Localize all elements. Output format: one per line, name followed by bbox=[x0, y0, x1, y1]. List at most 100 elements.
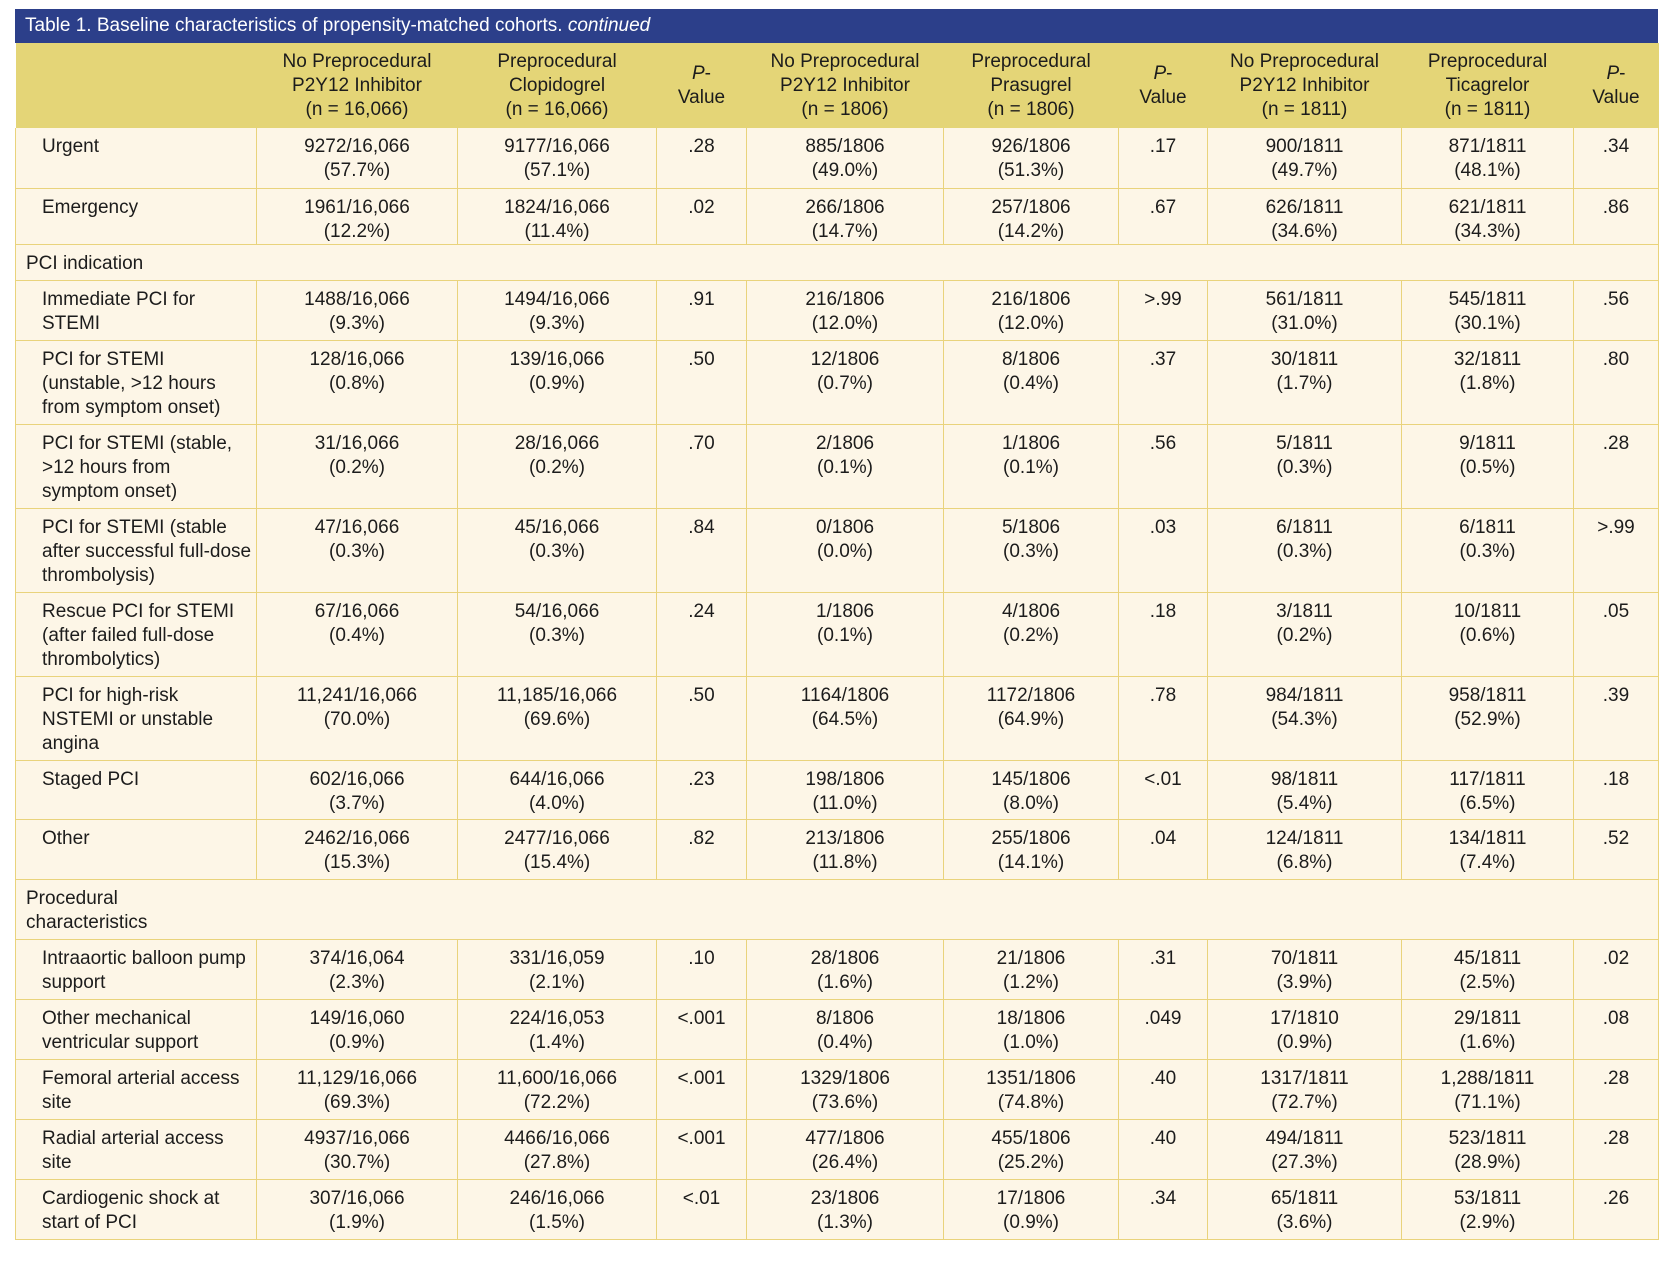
data-cell: 621/1811 (34.3%) bbox=[1401, 187, 1574, 245]
p-value-cell: .23 bbox=[656, 759, 747, 820]
p-value-cell: .80 bbox=[1573, 339, 1659, 425]
p-value-cell: .39 bbox=[1573, 675, 1659, 761]
p-value-cell: .26 bbox=[1573, 1178, 1659, 1240]
data-cell: 455/1806 (25.2%) bbox=[943, 1118, 1119, 1180]
data-cell: 6/1811 (0.3%) bbox=[1401, 507, 1574, 593]
data-cell: 65/1811 (3.6%) bbox=[1207, 1178, 1402, 1240]
data-cell: 1164/1806 (64.5%) bbox=[746, 675, 944, 761]
p-value-cell: .70 bbox=[656, 423, 747, 509]
data-cell: 21/1806 (1.2%) bbox=[943, 938, 1119, 1000]
table-title-main: Table 1. Baseline characteristics of pro… bbox=[25, 15, 563, 36]
data-cell: 1494/16,066 (9.3%) bbox=[457, 279, 657, 341]
data-cell: 602/16,066 (3.7%) bbox=[256, 759, 458, 820]
data-cell: 926/1806 (51.3%) bbox=[943, 128, 1119, 189]
p-value-cell: .40 bbox=[1118, 1118, 1208, 1180]
data-cell: 70/1811 (3.9%) bbox=[1207, 938, 1402, 1000]
row-label: PCI for high-risk NSTEMI or unstable ang… bbox=[15, 675, 257, 761]
data-cell: 17/1810 (0.9%) bbox=[1207, 998, 1402, 1060]
p-value-cell: .03 bbox=[1118, 507, 1208, 593]
section-row: PCI indication bbox=[15, 243, 1659, 281]
data-cell: 644/16,066 (4.0%) bbox=[457, 759, 657, 820]
row-label: PCI for STEMI (unstable, >12 hours from … bbox=[15, 339, 257, 425]
table-title-suffix: continued bbox=[567, 15, 651, 36]
table-row: PCI for STEMI (unstable, >12 hours from … bbox=[15, 339, 1659, 425]
data-cell: 45/1811 (2.5%) bbox=[1401, 938, 1574, 1000]
data-cell: 4937/16,066 (30.7%) bbox=[256, 1118, 458, 1180]
data-cell: 374/16,064 (2.3%) bbox=[256, 938, 458, 1000]
data-cell: 124/1811 (6.8%) bbox=[1207, 818, 1402, 880]
section-label: Procedural characteristics bbox=[15, 878, 1659, 940]
header-cell-p-value: P- Value bbox=[656, 43, 747, 128]
p-value-cell: .40 bbox=[1118, 1058, 1208, 1120]
table-container: Table 1. Baseline characteristics of pro… bbox=[15, 9, 1659, 1240]
table-row: Other 2462/16,066 (15.3%) 2477/16,066 (15.4%… bbox=[15, 818, 1659, 880]
data-cell: 1961/16,066 (12.2%) bbox=[256, 187, 458, 245]
table-row: Cardiogenic shock at start of PCI 307/16,… bbox=[15, 1178, 1659, 1240]
data-cell: 67/16,066 (0.4%) bbox=[256, 591, 458, 677]
p-value-cell: .37 bbox=[1118, 339, 1208, 425]
data-cell: 5/1811 (0.3%) bbox=[1207, 423, 1402, 509]
p-value-cell: <.001 bbox=[656, 1118, 747, 1180]
data-cell: 523/1811 (28.9%) bbox=[1401, 1118, 1574, 1180]
p-value-cell: .52 bbox=[1573, 818, 1659, 880]
data-cell: 5/1806 (0.3%) bbox=[943, 507, 1119, 593]
table-row: Staged PCI 602/16,066 (3.7%) 644/16,066 (4.0… bbox=[15, 759, 1659, 820]
row-label: Other bbox=[15, 818, 257, 880]
data-cell: 331/16,059 (2.1%) bbox=[457, 938, 657, 1000]
data-cell: 9272/16,066 (57.7%) bbox=[256, 128, 458, 189]
row-label: Urgent bbox=[15, 128, 257, 189]
data-cell: 2/1806 (0.1%) bbox=[746, 423, 944, 509]
p-value-cell: .05 bbox=[1573, 591, 1659, 677]
p-value-cell: <.001 bbox=[656, 998, 747, 1060]
row-label: Staged PCI bbox=[15, 759, 257, 820]
row-label: Immediate PCI for STEMI bbox=[15, 279, 257, 341]
data-cell: 1317/1811 (72.7%) bbox=[1207, 1058, 1402, 1120]
data-cell: 4/1806 (0.2%) bbox=[943, 591, 1119, 677]
data-cell: 9177/16,066 (57.1%) bbox=[457, 128, 657, 189]
p-value-cell: .08 bbox=[1573, 998, 1659, 1060]
p-value-cell: .78 bbox=[1118, 675, 1208, 761]
data-cell: 45/16,066 (0.3%) bbox=[457, 507, 657, 593]
data-cell: 6/1811 (0.3%) bbox=[1207, 507, 1402, 593]
data-cell: 626/1811 (34.6%) bbox=[1207, 187, 1402, 245]
p-value-cell: <.01 bbox=[1118, 759, 1208, 820]
p-value-cell: .28 bbox=[1573, 1118, 1659, 1180]
section-label: PCI indication bbox=[15, 243, 1659, 281]
row-label: Other mechanical ventricular support bbox=[15, 998, 257, 1060]
p-value-cell: .50 bbox=[656, 339, 747, 425]
data-cell: 900/1811 (49.7%) bbox=[1207, 128, 1402, 189]
data-cell: 1351/1806 (74.8%) bbox=[943, 1058, 1119, 1120]
data-cell: 149/16,060 (0.9%) bbox=[256, 998, 458, 1060]
table-row: Rescue PCI for STEMI (after failed full-… bbox=[15, 591, 1659, 677]
data-cell: 29/1811 (1.6%) bbox=[1401, 998, 1574, 1060]
data-cell: 1/1806 (0.1%) bbox=[943, 423, 1119, 509]
data-cell: 47/16,066 (0.3%) bbox=[256, 507, 458, 593]
p-value-cell: .34 bbox=[1573, 128, 1659, 189]
data-cell: 257/1806 (14.2%) bbox=[943, 187, 1119, 245]
data-cell: 98/1811 (5.4%) bbox=[1207, 759, 1402, 820]
data-cell: 145/1806 (8.0%) bbox=[943, 759, 1119, 820]
p-value-cell: .86 bbox=[1573, 187, 1659, 245]
header-row: No Preprocedural P2Y12 Inhibitor (n = 16,0… bbox=[15, 43, 1659, 128]
data-cell: 477/1806 (26.4%) bbox=[746, 1118, 944, 1180]
p-value-cell: .28 bbox=[1573, 1058, 1659, 1120]
data-cell: 11,241/16,066 (70.0%) bbox=[256, 675, 458, 761]
p-value-cell: .02 bbox=[1573, 938, 1659, 1000]
data-cell: 1824/16,066 (11.4%) bbox=[457, 187, 657, 245]
data-cell: 1/1806 (0.1%) bbox=[746, 591, 944, 677]
data-cell: 128/16,066 (0.8%) bbox=[256, 339, 458, 425]
header-cell-cohort: No Preprocedural P2Y12 Inhibitor (n = 1811… bbox=[1207, 43, 1402, 128]
row-label: PCI for STEMI (stable, >12 hours from sy… bbox=[15, 423, 257, 509]
p-value-cell: .82 bbox=[656, 818, 747, 880]
data-cell: 11,185/16,066 (69.6%) bbox=[457, 675, 657, 761]
header-cell-empty bbox=[15, 43, 257, 128]
p-value-cell: >.99 bbox=[1573, 507, 1659, 593]
data-cell: 3/1811 (0.2%) bbox=[1207, 591, 1402, 677]
row-label: Radial arterial access site bbox=[15, 1118, 257, 1180]
row-label: Femoral arterial access site bbox=[15, 1058, 257, 1120]
data-cell: 216/1806 (12.0%) bbox=[943, 279, 1119, 341]
data-cell: 246/16,066 (1.5%) bbox=[457, 1178, 657, 1240]
p-value-cell: .18 bbox=[1118, 591, 1208, 677]
baseline-characteristics-table: No Preprocedural P2Y12 Inhibitor (n = 16,0… bbox=[15, 43, 1659, 1240]
data-cell: 216/1806 (12.0%) bbox=[746, 279, 944, 341]
